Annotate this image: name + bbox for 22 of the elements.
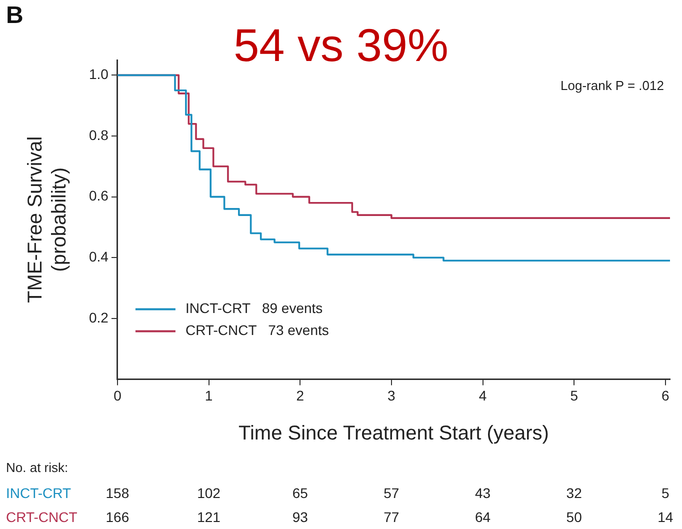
y-axis-title: TME-Free Survival (probability) xyxy=(24,136,71,303)
text: INCT-CRT 158 102 65 57 43 32 5 xyxy=(6,485,670,501)
x-tick-label: 6 xyxy=(662,387,670,404)
x-tick-label: 1 xyxy=(204,387,213,404)
text: CRT-CNCT 166 121 93 77 64 50 14 xyxy=(6,509,674,525)
y-tick-label: 0.4 xyxy=(88,248,109,264)
x-tick-label: 5 xyxy=(570,387,578,404)
chart-title: 54 vs 39% xyxy=(234,19,448,71)
y-tick-label: 0.2 xyxy=(88,309,109,326)
text: No. at risk: xyxy=(6,460,68,475)
x-tick-label: 4 xyxy=(478,387,487,404)
text: B xyxy=(6,2,24,30)
legend-label: CRT-CNCT 73 events xyxy=(185,322,329,338)
y-tick-label: 1.0 xyxy=(88,66,109,82)
x-tick-label: 2 xyxy=(296,387,304,404)
y-tick-label: 0.8 xyxy=(88,126,109,143)
legend-label: INCT-CRT 89 events xyxy=(185,300,323,316)
x-tick-label: 0 xyxy=(114,387,122,404)
annotation: Log-rank P = .012 xyxy=(560,78,664,93)
y-tick-label: 0.6 xyxy=(88,188,109,204)
x-tick-label: 3 xyxy=(388,387,396,404)
x-axis-title: Time Since Treatment Start (years) xyxy=(238,422,549,445)
